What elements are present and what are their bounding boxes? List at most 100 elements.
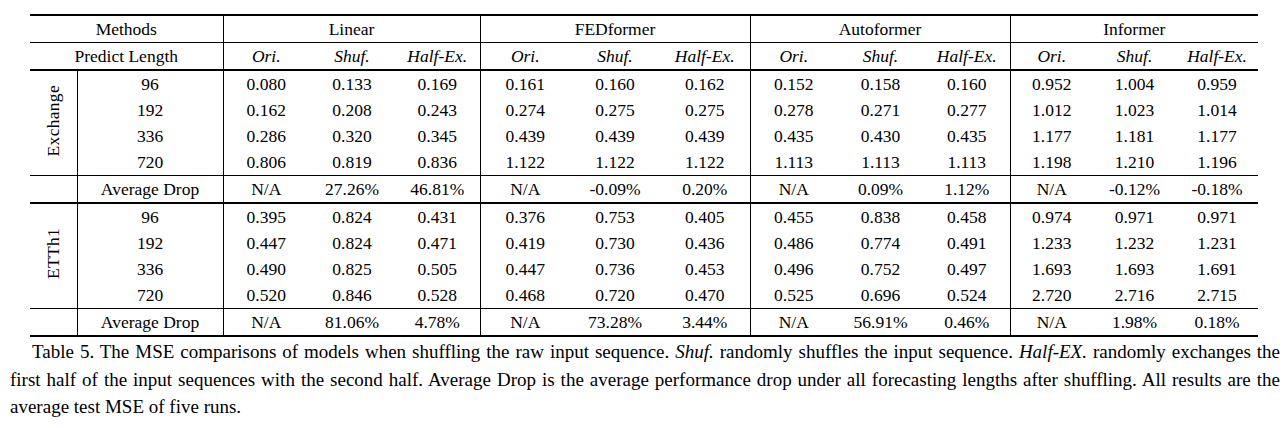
average-drop-row-exchange: Average DropN/A27.26%46.81%N/A-0.09%0.20… <box>30 176 1258 204</box>
group-header-autoformer: Autoformer <box>750 15 1010 43</box>
value-cell: 0.819 <box>309 149 395 176</box>
value-cell: 0.806 <box>223 149 309 176</box>
value-cell: 2.715 <box>1176 282 1258 309</box>
value-cell: 0.286 <box>223 123 309 149</box>
value-cell: 0.959 <box>1176 70 1258 97</box>
value-cell: 0.528 <box>395 282 480 309</box>
average-drop-value: -0.12% <box>1093 176 1176 204</box>
value-cell: 0.439 <box>480 123 570 149</box>
subcol-autoformer-halfex: Half-Ex. <box>924 43 1010 71</box>
value-cell: 1.231 <box>1176 230 1258 256</box>
value-cell: 0.453 <box>660 256 750 282</box>
average-drop-row-etth1: Average Drop N/A 81.06%4.78% N/A 73.28%3.44%… <box>30 309 1258 337</box>
value-cell: 1.196 <box>1176 149 1258 176</box>
predict-length-cell: 192 <box>77 230 223 256</box>
value-cell: 0.696 <box>837 282 924 309</box>
value-cell: 0.395 <box>223 203 309 230</box>
average-drop-value: 81.06% <box>309 309 395 337</box>
value-cell: 0.274 <box>480 97 570 123</box>
average-drop-value: 3.44% <box>660 309 750 337</box>
predict-length-cell: 336 <box>77 256 223 282</box>
value-cell: 2.720 <box>1010 282 1093 309</box>
average-drop-value: N/A <box>750 176 837 204</box>
dataset-label-exchange: Exchange <box>30 70 77 176</box>
subcol-fedformer-shuf: Shuf. <box>570 43 660 71</box>
average-drop-value: N/A <box>1010 176 1093 204</box>
value-cell: 0.436 <box>660 230 750 256</box>
value-cell: 1.012 <box>1010 97 1093 123</box>
value-cell: 0.486 <box>750 230 837 256</box>
value-cell: 0.376 <box>480 203 570 230</box>
value-cell: 1.232 <box>1093 230 1176 256</box>
value-cell: 1.198 <box>1010 149 1093 176</box>
average-drop-value: N/A <box>1010 309 1093 337</box>
average-drop-label: Average Drop <box>77 309 223 337</box>
value-cell: 0.520 <box>223 282 309 309</box>
subcol-fedformer-halfex: Half-Ex. <box>660 43 750 71</box>
value-cell: 0.169 <box>395 70 480 97</box>
value-cell: 0.974 <box>1010 203 1093 230</box>
value-cell: 1.181 <box>1093 123 1176 149</box>
value-cell: 0.133 <box>309 70 395 97</box>
value-cell: 0.774 <box>837 230 924 256</box>
data-row-etth1-336: 3360.4900.8250.5050.4470.7360.4530.4960.… <box>30 256 1258 282</box>
average-drop-value: 73.28% <box>570 309 660 337</box>
subcol-autoformer-ori: Ori. <box>750 43 837 71</box>
value-cell: 0.419 <box>480 230 570 256</box>
average-drop-value: N/A <box>750 309 837 337</box>
value-cell: 0.152 <box>750 70 837 97</box>
value-cell: 0.278 <box>750 97 837 123</box>
data-row-etth1-96: ETTh1960.3950.8240.4310.3760.7530.4050.4… <box>30 203 1258 230</box>
predict-length-cell: 96 <box>77 70 223 97</box>
value-cell: 0.435 <box>924 123 1010 149</box>
caption-text-part: Shuf. <box>675 341 714 362</box>
value-cell: 0.345 <box>395 123 480 149</box>
predict-length-cell: 720 <box>77 282 223 309</box>
average-drop-value: 56.91% <box>837 309 924 337</box>
value-cell: 0.752 <box>837 256 924 282</box>
subcol-informer-shuf: Shuf. <box>1093 43 1176 71</box>
value-cell: 1.233 <box>1010 230 1093 256</box>
methods-header-row: Methods Linear FEDformer Autoformer Info… <box>30 15 1258 43</box>
average-drop-value: 4.78% <box>395 309 480 337</box>
dataset-label-etth1: ETTh1 <box>30 203 77 309</box>
subcol-informer-ori: Ori. <box>1010 43 1093 71</box>
value-cell: 0.720 <box>570 282 660 309</box>
average-drop-value: 0.18% <box>1176 309 1258 337</box>
value-cell: 0.160 <box>924 70 1010 97</box>
value-cell: 0.277 <box>924 97 1010 123</box>
table-body: Exchange960.0800.1330.1690.1610.1600.162… <box>30 70 1258 336</box>
value-cell: 0.455 <box>750 203 837 230</box>
group-header-informer: Informer <box>1010 15 1258 43</box>
empty-cell <box>30 176 77 204</box>
subcol-linear-ori: Ori. <box>223 43 309 71</box>
value-cell: 0.836 <box>395 149 480 176</box>
average-drop-value: 27.26% <box>309 176 395 204</box>
value-cell: 1.693 <box>1010 256 1093 282</box>
value-cell: 0.736 <box>570 256 660 282</box>
predict-length-cell: 336 <box>77 123 223 149</box>
dataset-rotated-text: Exchange <box>45 85 63 156</box>
value-cell: 0.824 <box>309 230 395 256</box>
average-drop-value: N/A <box>480 176 570 204</box>
value-cell: 0.838 <box>837 203 924 230</box>
value-cell: 1.177 <box>1176 123 1258 149</box>
data-row-etth1-192: 1920.4470.8240.4710.4190.7300.4360.4860.… <box>30 230 1258 256</box>
dataset-rotated-text: ETTh1 <box>45 228 63 279</box>
value-cell: 0.435 <box>750 123 837 149</box>
value-cell: 0.846 <box>309 282 395 309</box>
predict-length-label: Predict Length <box>30 43 223 71</box>
predict-length-cell: 720 <box>77 149 223 176</box>
value-cell: 0.439 <box>570 123 660 149</box>
value-cell: 2.716 <box>1093 282 1176 309</box>
data-row-exchange-720: 7200.8060.8190.8361.1221.1221.1221.1131.… <box>30 149 1258 176</box>
value-cell: 0.158 <box>837 70 924 97</box>
average-drop-value: -0.09% <box>570 176 660 204</box>
subcol-fedformer-ori: Ori. <box>480 43 570 71</box>
value-cell: 0.824 <box>309 203 395 230</box>
value-cell: 0.162 <box>223 97 309 123</box>
predict-length-header-row: Predict Length Ori. Shuf. Half-Ex. Ori. … <box>30 43 1258 71</box>
average-drop-value: 0.20% <box>660 176 750 204</box>
value-cell: 0.439 <box>660 123 750 149</box>
value-cell: 0.490 <box>223 256 309 282</box>
